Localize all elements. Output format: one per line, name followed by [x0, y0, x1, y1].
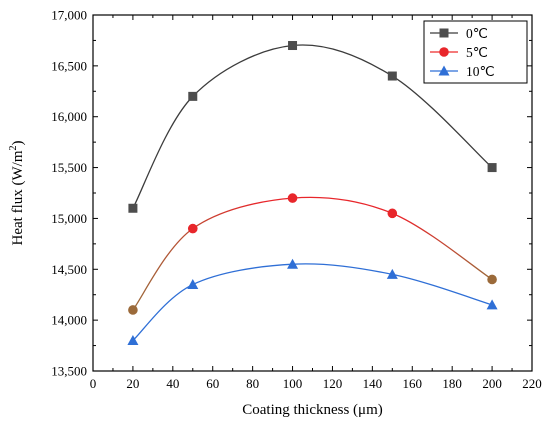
x-tick-label: 120	[323, 376, 343, 391]
legend-marker	[439, 47, 449, 57]
data-point	[187, 223, 198, 234]
legend-marker	[438, 65, 450, 76]
legend-label: 5℃	[466, 45, 488, 60]
data-point	[127, 334, 139, 345]
x-tick-label: 220	[522, 376, 542, 391]
legend-label: 10℃	[466, 64, 495, 79]
data-point	[487, 274, 497, 285]
data-point	[287, 193, 298, 203]
legend-marker	[439, 28, 449, 38]
y-tick-label: 14,500	[51, 262, 87, 277]
y-tick-label: 13,500	[51, 364, 87, 379]
series-0	[128, 41, 497, 213]
data-point	[487, 163, 497, 173]
x-tick-label: 60	[206, 376, 219, 391]
data-point	[386, 268, 398, 279]
series-line	[132, 263, 493, 341]
y-tick-label: 15,000	[51, 211, 87, 226]
series-line	[132, 196, 493, 311]
y-tick-label: 15,500	[51, 160, 87, 175]
data-point	[288, 41, 298, 51]
y-tick-label: 16,000	[51, 109, 87, 124]
legend-label: 0℃	[466, 26, 488, 41]
y-tick-label: 14,000	[51, 313, 87, 328]
x-tick-label: 80	[246, 376, 259, 391]
x-tick-label: 40	[166, 376, 179, 391]
data-point	[287, 258, 299, 269]
x-tick-label: 160	[403, 376, 423, 391]
x-tick-label: 180	[442, 376, 462, 391]
x-tick-label: 200	[482, 376, 502, 391]
data-point	[187, 279, 199, 290]
x-tick-label: 20	[126, 376, 139, 391]
data-point	[128, 203, 138, 213]
data-point	[486, 299, 498, 310]
data-point	[128, 305, 138, 315]
data-point	[188, 91, 198, 101]
series-2	[127, 258, 498, 345]
x-axis-title: Coating thickness (μm)	[242, 402, 383, 418]
x-tick-label: 0	[90, 376, 97, 391]
y-tick-label: 16,500	[51, 58, 87, 73]
data-point	[387, 71, 397, 81]
y-tick-label: 17,000	[51, 8, 87, 23]
data-point	[387, 208, 398, 219]
y-axis-title: Heat flux (W/m2)	[8, 141, 26, 246]
x-tick-label: 100	[283, 376, 303, 391]
series-1	[128, 193, 497, 315]
x-tick-label: 140	[363, 376, 383, 391]
